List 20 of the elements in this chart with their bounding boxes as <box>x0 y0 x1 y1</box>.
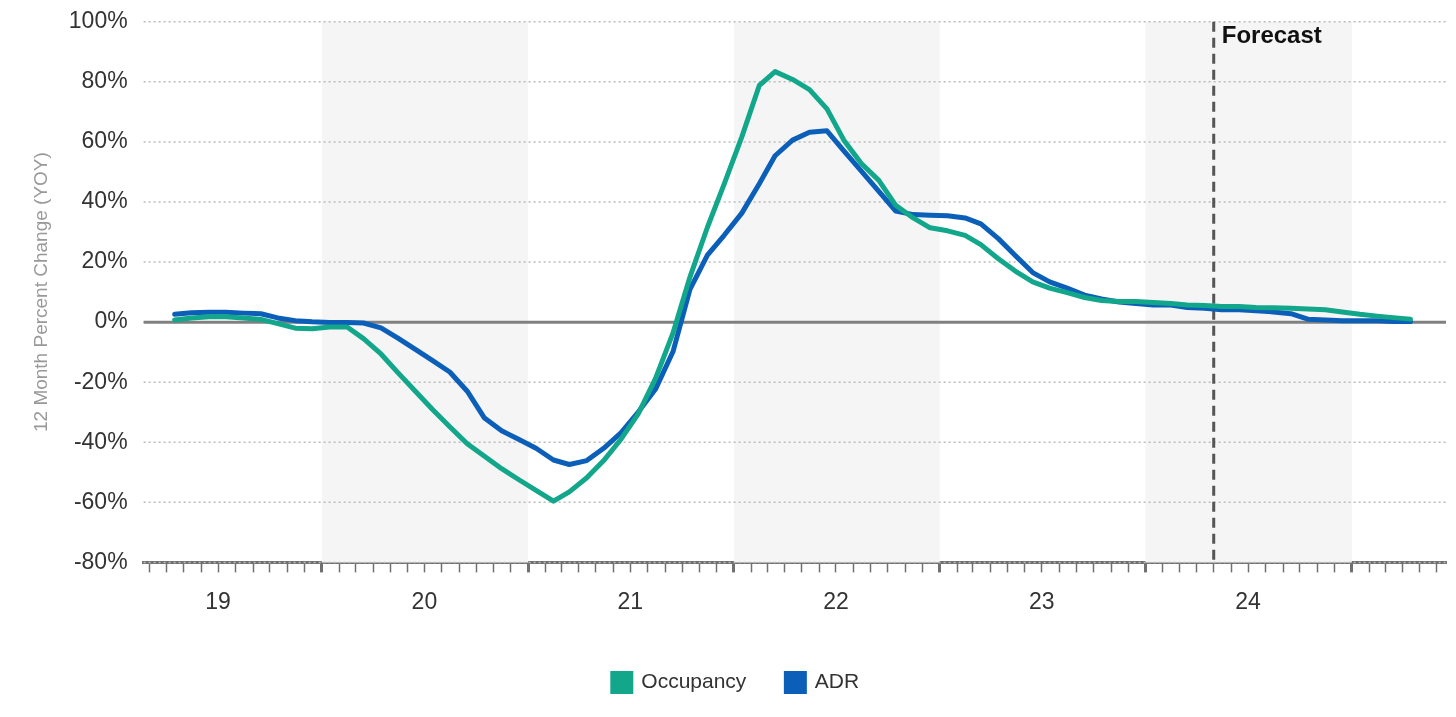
y-tick-label: 60% <box>81 127 128 154</box>
ref-line-label: Forecast <box>1221 21 1322 49</box>
legend-label: Occupancy <box>641 669 747 693</box>
x-tick-label: 24 <box>1235 587 1262 614</box>
y-tick-label: -20% <box>73 367 128 394</box>
y-tick-label: 0% <box>94 307 128 334</box>
y-tick-label: 20% <box>81 247 128 274</box>
y-tick-label: 80% <box>81 67 128 94</box>
x-tick-label: 21 <box>617 587 643 614</box>
y-tick-label: 40% <box>81 187 128 214</box>
x-tick-label: 23 <box>1028 587 1055 614</box>
x-tick-label: 19 <box>205 587 231 614</box>
y-tick-label: -40% <box>73 427 128 454</box>
x-tick-label: 20 <box>411 587 438 614</box>
x-tick-label: 22 <box>823 587 849 614</box>
legend-label: ADR <box>814 669 860 693</box>
y-tick-label: -60% <box>73 487 128 514</box>
y-tick-label: 100% <box>68 7 128 34</box>
y-axis-title: 12 Month Percent Change (YOY) <box>29 152 51 433</box>
y-tick-label: -80% <box>73 547 128 574</box>
